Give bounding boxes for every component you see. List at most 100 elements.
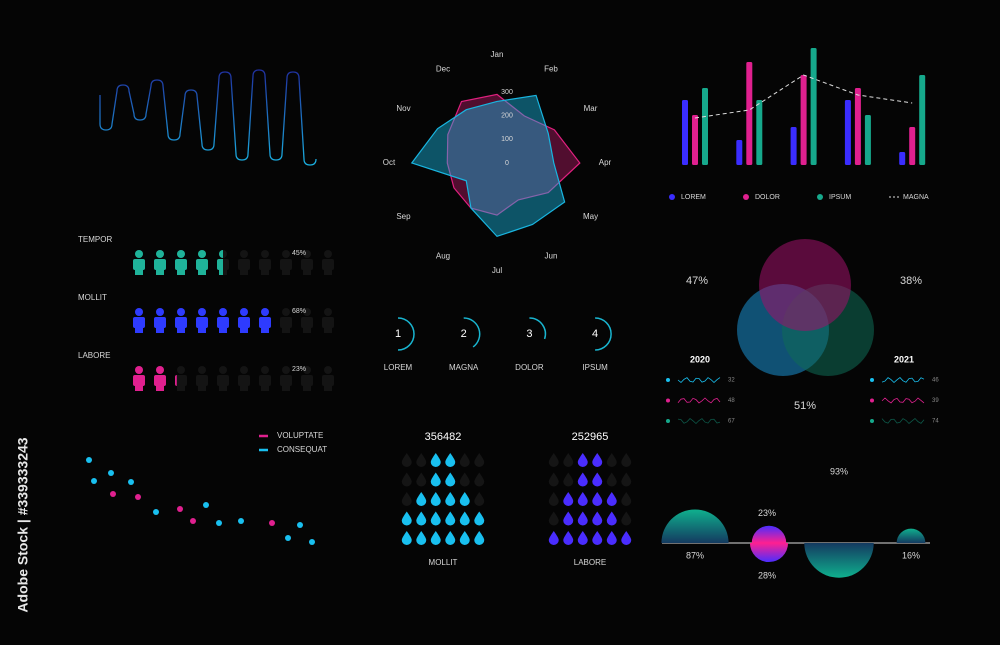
droplet bbox=[416, 472, 427, 487]
droplet bbox=[563, 453, 574, 467]
radar-axis-label: Dec bbox=[436, 65, 450, 74]
person-legs bbox=[135, 385, 143, 391]
person-head bbox=[303, 308, 311, 316]
half-circle-up bbox=[661, 509, 729, 543]
person-head bbox=[135, 308, 143, 316]
value-label: 93% bbox=[830, 467, 848, 477]
person-legs bbox=[198, 327, 206, 333]
radar-tick-label: 100 bbox=[501, 136, 513, 143]
radar-tick-label: 200 bbox=[501, 113, 513, 120]
person-head bbox=[240, 308, 248, 316]
progress-arc bbox=[595, 317, 612, 351]
sparkline bbox=[677, 377, 721, 384]
droplet bbox=[548, 453, 559, 467]
person-body bbox=[259, 317, 271, 328]
person-legs bbox=[303, 327, 311, 333]
droplet bbox=[430, 511, 441, 526]
venn-circle bbox=[759, 239, 851, 331]
person-body bbox=[238, 317, 250, 328]
sparkline-value: 39 bbox=[932, 398, 939, 404]
scatter-point bbox=[128, 479, 134, 485]
value-label: 16% bbox=[902, 550, 920, 560]
person-legs bbox=[219, 327, 227, 333]
sparkline bbox=[881, 397, 925, 404]
series-dot bbox=[870, 419, 874, 423]
person-head bbox=[324, 308, 332, 316]
row-value: 68% bbox=[292, 308, 306, 315]
bar bbox=[756, 100, 763, 165]
droplet bbox=[548, 511, 559, 526]
person-body bbox=[196, 375, 208, 386]
person-legs bbox=[219, 385, 227, 391]
ring-label: DOLOR bbox=[515, 363, 544, 372]
watermark: Adobe Stock | #339333243 bbox=[15, 437, 31, 612]
person-body bbox=[196, 259, 208, 270]
ring-number: 2 bbox=[461, 328, 467, 340]
bar bbox=[682, 100, 688, 165]
bar bbox=[692, 115, 698, 165]
person-head bbox=[198, 308, 206, 316]
radar-axis-label: Jun bbox=[545, 252, 558, 261]
legend-label: CONSEQUAT bbox=[277, 445, 327, 454]
radar-axis-label: Sep bbox=[396, 212, 411, 221]
droplet bbox=[445, 531, 456, 545]
icon-row-empty bbox=[133, 366, 334, 391]
person-head bbox=[324, 250, 332, 258]
person-legs bbox=[303, 269, 311, 275]
droplet bbox=[621, 472, 632, 487]
droplet bbox=[416, 453, 427, 467]
person-body bbox=[238, 259, 250, 270]
series-dot bbox=[666, 398, 670, 403]
person-legs bbox=[282, 385, 290, 391]
bar bbox=[844, 100, 851, 165]
person-head bbox=[177, 250, 185, 258]
droplet-value: 252965 bbox=[572, 431, 609, 443]
droplet bbox=[563, 492, 574, 507]
bar bbox=[919, 75, 926, 165]
half-circle-down bbox=[749, 543, 789, 563]
legend-label: DOLOR bbox=[755, 194, 780, 201]
person-legs bbox=[261, 269, 269, 275]
person-head bbox=[156, 250, 164, 258]
droplet bbox=[592, 511, 603, 526]
scatter-point bbox=[309, 539, 315, 545]
person-head bbox=[282, 366, 290, 374]
droplet bbox=[474, 453, 485, 467]
bar bbox=[746, 62, 753, 165]
droplet bbox=[577, 472, 588, 487]
radar-axis-label: Apr bbox=[599, 158, 612, 167]
person-body bbox=[196, 317, 208, 328]
bar bbox=[854, 88, 861, 165]
series-dot bbox=[870, 398, 874, 403]
scatter-point bbox=[238, 518, 244, 524]
person-body bbox=[154, 259, 166, 270]
scatter-point bbox=[135, 494, 141, 500]
half-circle-down bbox=[804, 543, 874, 578]
droplet bbox=[459, 511, 470, 526]
person-head bbox=[219, 366, 227, 374]
droplet bbox=[621, 492, 632, 507]
radar-axis-label: Jul bbox=[492, 266, 502, 275]
person-legs bbox=[177, 385, 185, 391]
scatter-point bbox=[269, 520, 275, 526]
person-head bbox=[282, 308, 290, 316]
person-body bbox=[280, 259, 292, 270]
person-head bbox=[177, 366, 185, 374]
droplet bbox=[592, 472, 603, 487]
person-body bbox=[175, 375, 177, 386]
legend-label: IPSUM bbox=[829, 194, 851, 201]
scatter-point bbox=[91, 478, 97, 484]
droplet bbox=[459, 531, 470, 545]
half-circle-up bbox=[751, 525, 787, 543]
legend-swatch bbox=[817, 194, 823, 200]
droplet bbox=[430, 472, 441, 487]
series-dot bbox=[870, 378, 874, 382]
droplet bbox=[416, 531, 427, 545]
droplet bbox=[621, 453, 632, 467]
droplet bbox=[577, 453, 588, 467]
droplet bbox=[563, 511, 574, 526]
droplet bbox=[548, 531, 559, 545]
radar-axis-label: Aug bbox=[436, 252, 450, 261]
year-label: 2020 bbox=[690, 354, 710, 364]
legend-label: MAGNA bbox=[903, 194, 929, 201]
